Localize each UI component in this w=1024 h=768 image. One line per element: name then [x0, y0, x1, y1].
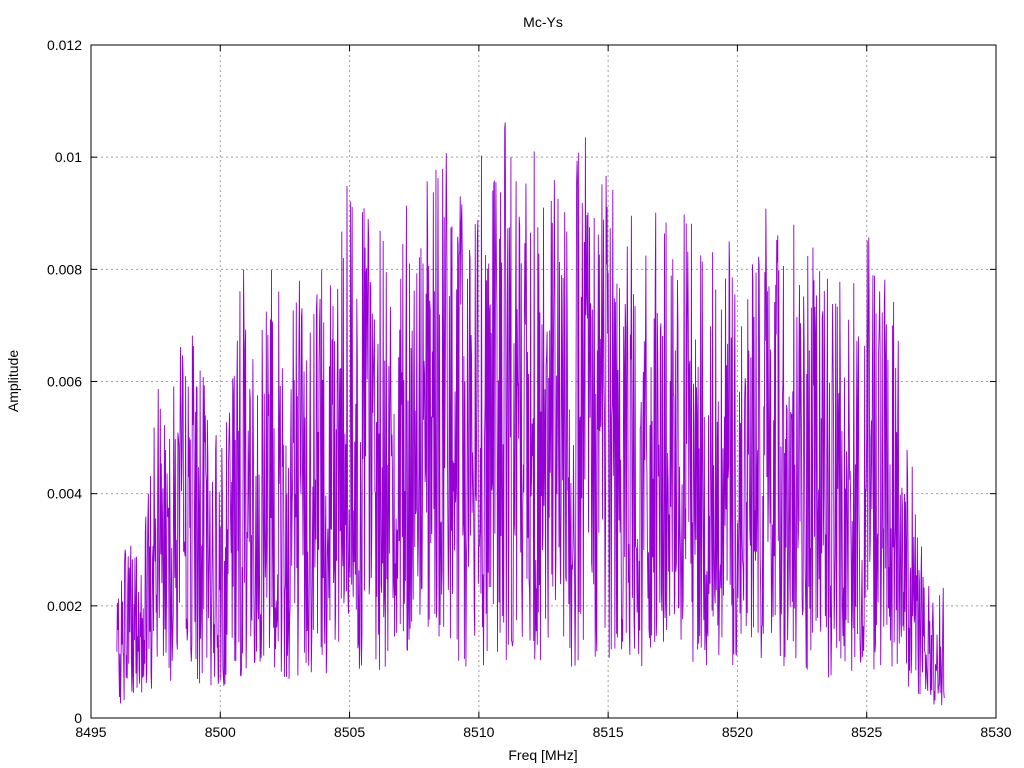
- y-tick-label: 0.002: [47, 598, 82, 614]
- y-tick-label: 0.006: [47, 374, 82, 390]
- y-tick-label: 0.008: [47, 261, 82, 277]
- series-line: [116, 122, 945, 706]
- x-tick-label: 8520: [722, 724, 753, 740]
- y-axis-title: Amplitude: [5, 350, 21, 412]
- chart-title: Mc-Ys: [523, 14, 563, 30]
- x-tick-label: 8515: [593, 724, 624, 740]
- x-tick-label: 8525: [851, 724, 882, 740]
- y-tick-label: 0.012: [47, 37, 82, 53]
- x-tick-label: 8505: [334, 724, 365, 740]
- y-tick-label: 0.01: [55, 149, 82, 165]
- x-axis-title: Freq [MHz]: [508, 747, 577, 763]
- y-tick-label: 0.004: [47, 486, 82, 502]
- x-tick-label: 8530: [980, 724, 1011, 740]
- y-tick-label: 0: [74, 710, 82, 726]
- x-tick-label: 8510: [463, 724, 494, 740]
- data-series: [116, 122, 945, 706]
- x-tick-label: 8495: [75, 724, 106, 740]
- axis-ticks: 8495 8500 8505 8510 8515 8520 8525 8530 0 0.002 0.…: [47, 37, 1012, 740]
- x-tick-label: 8500: [205, 724, 236, 740]
